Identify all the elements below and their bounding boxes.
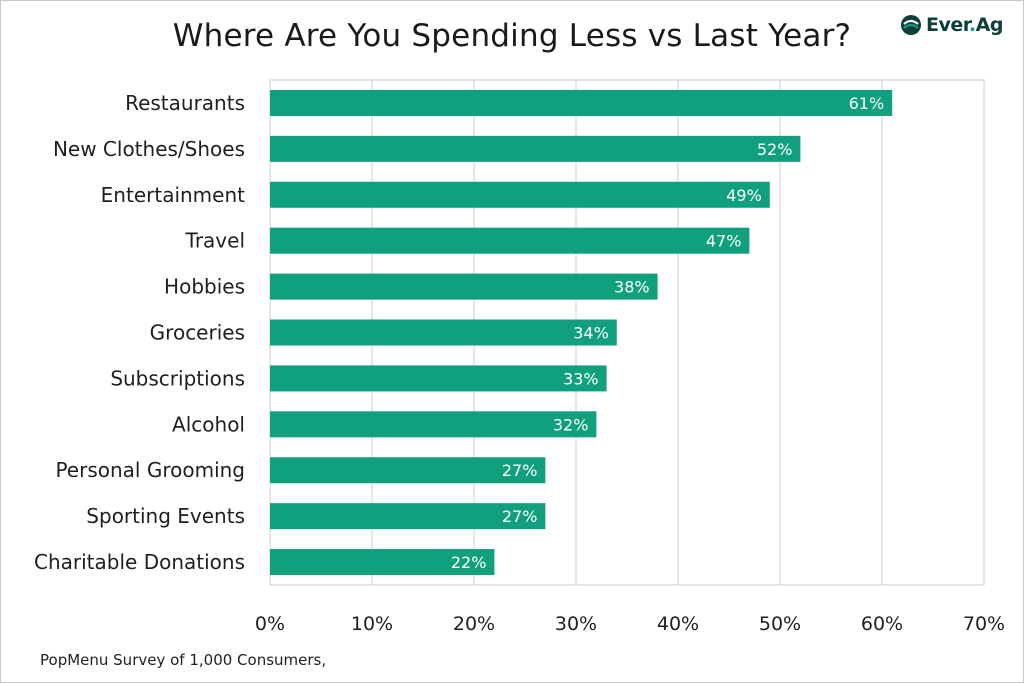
x-tick-label: 60% [861, 613, 903, 635]
everag-logo-text: Ever.Ag [926, 14, 1003, 36]
category-label: Alcohol [172, 412, 245, 436]
bar [270, 365, 607, 392]
category-label: Personal Grooming [55, 458, 245, 482]
category-label: Charitable Donations [34, 550, 245, 574]
everag-logo: Ever.Ag [900, 12, 1003, 38]
bar [270, 549, 495, 576]
bar [270, 503, 546, 530]
bar-value-label: 61% [849, 94, 885, 113]
bar-value-label: 33% [563, 369, 599, 388]
bar-value-label: 49% [726, 186, 762, 205]
x-tick-label: 50% [759, 613, 801, 635]
source-note: PopMenu Survey of 1,000 Consumers, [40, 651, 327, 669]
bar [270, 89, 893, 116]
x-tick-label: 40% [657, 613, 699, 635]
bar [270, 319, 617, 346]
bar-value-label: 47% [706, 232, 742, 251]
bar-value-label: 34% [573, 324, 609, 343]
x-tick-label: 10% [351, 613, 393, 635]
bar [270, 273, 658, 300]
bar-value-label: 27% [502, 507, 538, 526]
category-label: Hobbies [164, 275, 245, 299]
everag-logo-icon [901, 15, 921, 35]
category-label: Entertainment [101, 183, 245, 207]
category-label: New Clothes/Shoes [53, 137, 245, 161]
category-label: Subscriptions [110, 366, 245, 390]
bar-value-label: 22% [451, 553, 487, 572]
chart-title: Where Are You Spending Less vs Last Year… [172, 18, 852, 54]
bar-value-label: 32% [553, 415, 589, 434]
x-tick-label: 0% [255, 613, 285, 635]
bar [270, 135, 801, 162]
category-label: Travel [185, 229, 245, 253]
bar-value-label: 38% [614, 278, 650, 297]
category-label: Groceries [150, 321, 245, 345]
bar [270, 457, 546, 484]
x-tick-label: 30% [555, 613, 597, 635]
bar-value-label: 52% [757, 140, 793, 159]
bar [270, 411, 597, 438]
x-tick-label: 20% [453, 613, 495, 635]
bar [270, 227, 750, 254]
bar-value-label: 27% [502, 461, 538, 480]
x-tick-label: 70% [963, 613, 1005, 635]
bar [270, 181, 770, 208]
category-label: Restaurants [125, 91, 245, 115]
category-label: Sporting Events [86, 504, 245, 528]
